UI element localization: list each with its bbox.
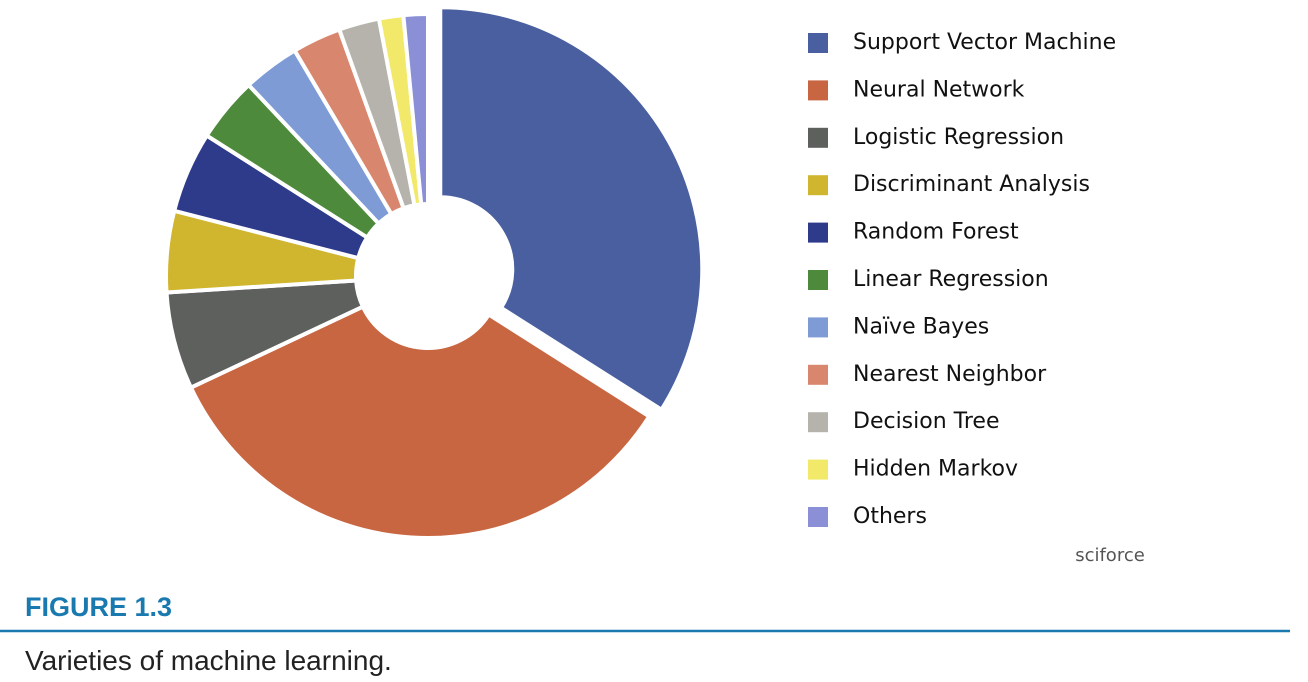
legend-label: Others bbox=[853, 504, 927, 529]
legend-swatch bbox=[808, 459, 828, 480]
legend-label: Nearest Neighbor bbox=[853, 362, 1047, 387]
legend-swatch bbox=[808, 317, 828, 338]
legend-label: Hidden Markov bbox=[853, 457, 1018, 482]
pie-slice bbox=[438, 5, 705, 413]
legend-swatch bbox=[808, 364, 828, 385]
legend-label: Support Vector Machine bbox=[853, 30, 1116, 55]
legend-swatch bbox=[808, 270, 828, 290]
source-logo: sciforce bbox=[1075, 545, 1145, 566]
figure-caption: Varieties of machine learning. bbox=[25, 645, 392, 676]
pie-slice bbox=[401, 11, 430, 207]
legend-label: Discriminant Analysis bbox=[853, 172, 1090, 197]
legend-label: Naïve Bayes bbox=[853, 314, 989, 339]
legend-label: Neural Network bbox=[853, 77, 1025, 102]
legend-swatch bbox=[808, 412, 828, 433]
legend-swatch bbox=[808, 507, 828, 527]
figure-label: FIGURE 1.3 bbox=[25, 592, 172, 622]
legend-swatch bbox=[808, 127, 828, 148]
legend-swatch bbox=[808, 33, 828, 53]
pie-slice bbox=[188, 303, 652, 540]
legend-label: Decision Tree bbox=[853, 409, 1000, 434]
legend-label: Logistic Regression bbox=[853, 125, 1064, 150]
legend-label: Linear Regression bbox=[853, 267, 1049, 292]
legend-label: Random Forest bbox=[853, 220, 1019, 245]
legend-swatch bbox=[808, 80, 828, 101]
legend-swatch bbox=[808, 175, 828, 196]
legend-swatch bbox=[808, 222, 828, 243]
